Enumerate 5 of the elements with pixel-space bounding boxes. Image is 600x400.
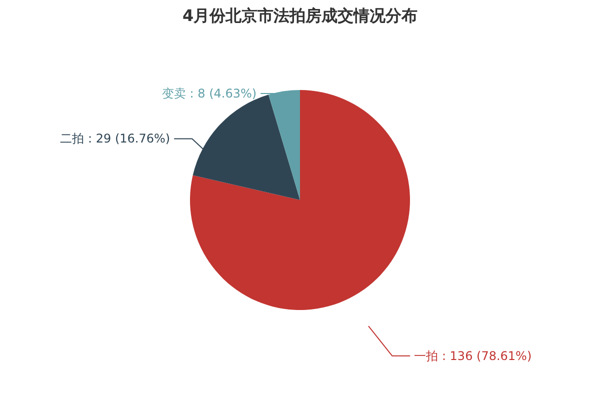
chart-title: 4月份北京市法拍房成交情况分布 [182,6,418,25]
slice-label: 二拍 : 29 (16.76%) [60,132,170,146]
pie-slice [190,90,410,310]
slice-label: 变卖 : 8 (4.63%) [162,86,257,101]
slice-label: 一拍 : 136 (78.61%) [414,348,532,363]
